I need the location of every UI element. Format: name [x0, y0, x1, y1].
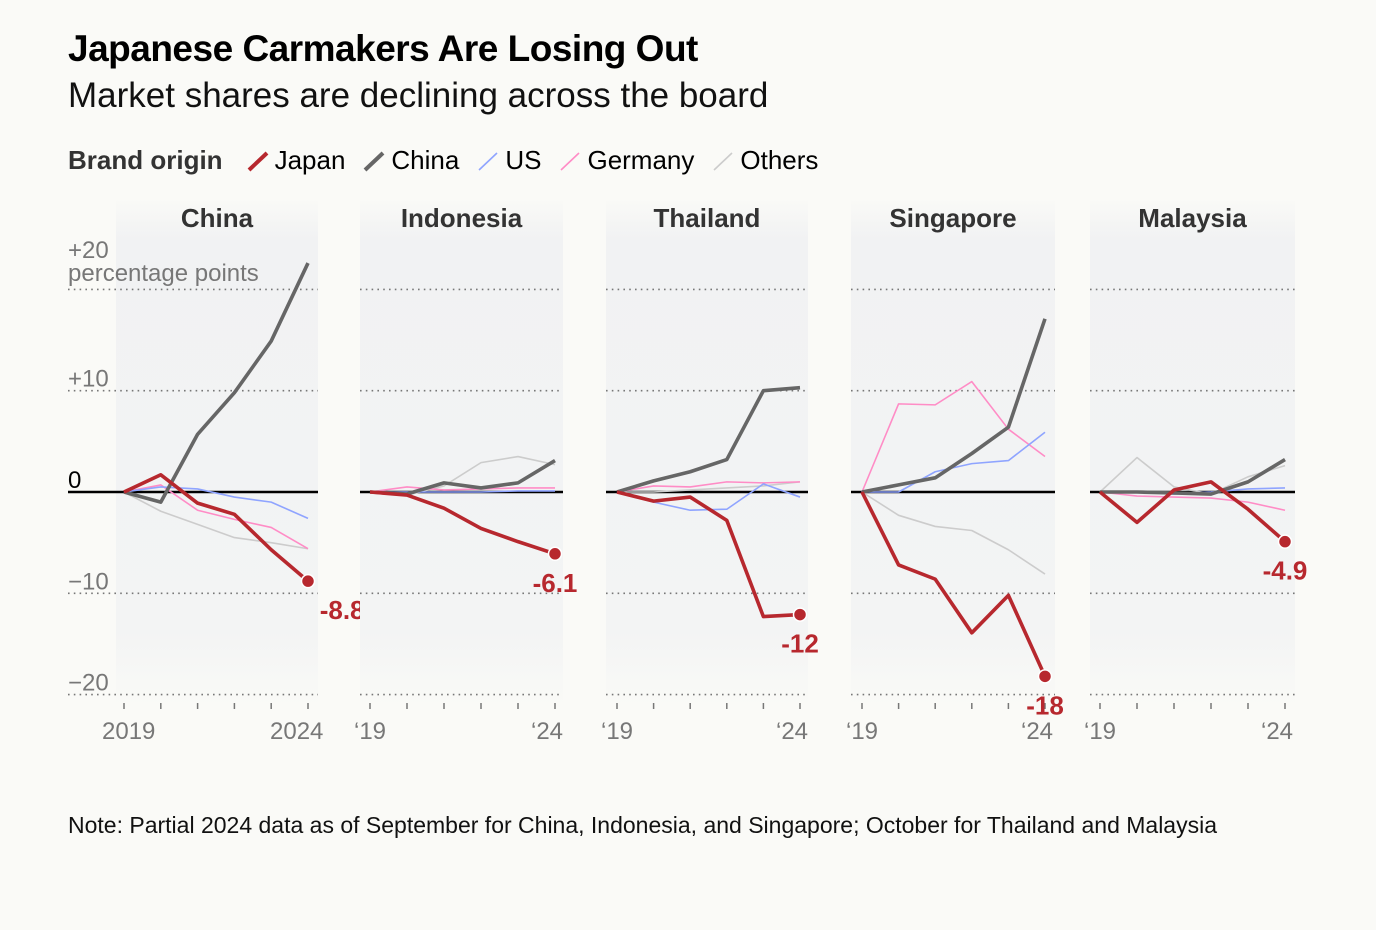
x-tick-label: 2019 [102, 718, 155, 745]
series-line-us [123, 486, 309, 520]
panel-thailand: Thailand ‘19 ‘24 -12 [601, 198, 819, 745]
series-line-germany [123, 484, 309, 550]
series-line-china [123, 262, 310, 504]
end-point-japan [547, 546, 563, 562]
series-line-japan [1098, 480, 1287, 543]
series-line-germany [616, 481, 801, 493]
end-label-japan: -6.1 [533, 568, 578, 598]
x-tick-label: ‘24 [1021, 718, 1053, 745]
legend-label: US [505, 145, 542, 175]
series-line-japan [860, 491, 1047, 678]
y-tick-label: −20 [68, 670, 109, 697]
series-line-others [123, 491, 309, 550]
series-line-japan [369, 490, 556, 556]
x-tick-label: ‘19 [846, 718, 878, 745]
legend-label: Others [740, 145, 819, 175]
legend-swatch [364, 151, 385, 171]
legend-label: Germany [587, 145, 695, 175]
series-line-china [1100, 458, 1286, 496]
series-line-others [861, 491, 1046, 575]
panel-title: China [181, 203, 254, 233]
end-point-japan [1037, 669, 1053, 684]
series-line-others [1099, 456, 1286, 495]
legend-item-others: Others [712, 145, 818, 176]
panel-title: Malaysia [1138, 203, 1247, 233]
end-label-japan: -12 [781, 629, 819, 659]
y-tick-label: +20 [68, 237, 109, 264]
end-label-japan: -18 [1026, 690, 1064, 720]
x-tick-label: ‘19 [601, 718, 633, 745]
legend-item-japan: Japan [247, 145, 346, 176]
panel-title: Singapore [889, 203, 1016, 233]
panel-background [116, 198, 318, 708]
series-line-china [861, 318, 1047, 494]
end-label-japan: -4.9 [1263, 556, 1308, 586]
series-line-germany [1099, 491, 1286, 512]
x-tick-label: ‘19 [1084, 718, 1116, 745]
chart-subtitle: Market shares are declining across the b… [68, 76, 769, 115]
chart-title: Japanese Carmakers Are Losing Out [68, 28, 698, 69]
y-tick-label: −10 [68, 568, 109, 595]
legend-swatch [478, 151, 498, 171]
x-tick-label: ‘24 [776, 718, 808, 745]
end-point-japan [792, 607, 808, 622]
panel-background [1090, 198, 1295, 708]
legend-swatch [247, 151, 268, 171]
series-line-japan [616, 490, 801, 619]
x-tick-label: ‘24 [1261, 718, 1293, 745]
legend-item-germany: Germany [559, 145, 694, 176]
series-line-germany [861, 380, 1046, 493]
panel-background [360, 198, 563, 708]
y-tick-label: 0 [68, 467, 81, 494]
series-line-china [616, 385, 801, 494]
y-unit-label: percentage points [68, 260, 259, 287]
series-line-germany [369, 486, 555, 493]
panel-title: Thailand [654, 203, 761, 233]
legend: Brand origin Japan China US Germany Others [68, 145, 836, 176]
end-point-japan [1277, 534, 1293, 549]
y-tick-label: +10 [68, 366, 109, 393]
legend-title: Brand origin [68, 145, 223, 175]
legend-item-us: US [477, 145, 541, 176]
panel-indonesia: Indonesia ‘19 ‘24 -6.1 [354, 198, 577, 745]
legend-label: Japan [274, 145, 346, 175]
legend-swatch [560, 151, 581, 171]
end-point-japan [300, 573, 316, 589]
legend-swatch [713, 151, 733, 171]
legend-item-china: China [363, 145, 459, 176]
x-tick-label: 2024 [270, 718, 323, 745]
footnote: Note: Partial 2024 data as of September … [68, 812, 1218, 838]
legend-label: China [391, 145, 460, 175]
x-tick-label: ‘19 [354, 718, 386, 745]
panel-malaysia: Malaysia ‘19 ‘24 -4.9 [1084, 198, 1307, 745]
series-line-japan [123, 472, 310, 583]
panel-background [606, 198, 808, 708]
panel-singapore: Singapore ‘19 ‘24-18 [846, 198, 1064, 745]
panel-title: Indonesia [401, 203, 523, 233]
x-tick-label: ‘24 [531, 718, 563, 745]
